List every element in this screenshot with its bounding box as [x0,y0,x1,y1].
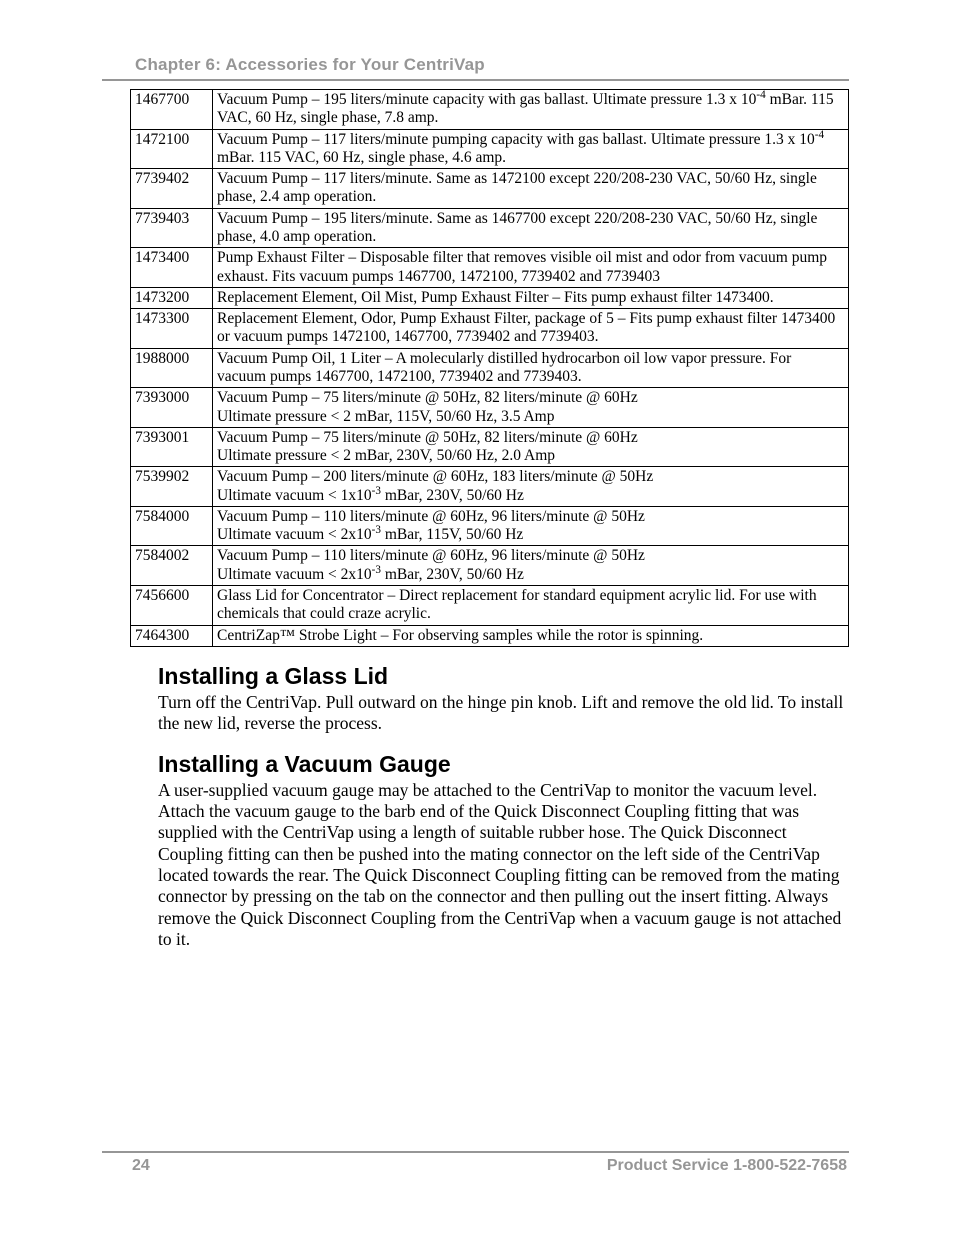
part-description: Vacuum Pump – 110 liters/minute @ 60Hz, … [213,506,849,546]
part-description: Vacuum Pump – 110 liters/minute @ 60Hz, … [213,546,849,586]
part-description: Replacement Element, Oil Mist, Pump Exha… [213,287,849,308]
part-description: Vacuum Pump – 195 liters/minute capacity… [213,90,849,130]
header-rule [102,79,849,81]
section-heading-glass-lid: Installing a Glass Lid [158,663,849,690]
section-heading-vacuum-gauge: Installing a Vacuum Gauge [158,751,849,778]
part-description: Pump Exhaust Filter – Disposable filter … [213,248,849,288]
part-number: 7584000 [131,506,213,546]
table-row: 1473200Replacement Element, Oil Mist, Pu… [131,287,849,308]
table-row: 7584000Vacuum Pump – 110 liters/minute @… [131,506,849,546]
part-number: 7539902 [131,467,213,507]
accessories-table-body: 1467700Vacuum Pump – 195 liters/minute c… [131,90,849,647]
part-number: 7739402 [131,169,213,209]
chapter-header: Chapter 6: Accessories for Your CentriVa… [135,55,849,75]
section-body-glass-lid: Turn off the CentriVap. Pull outward on … [158,692,849,735]
part-number: 1473200 [131,287,213,308]
part-description: Vacuum Pump – 200 liters/minute @ 60Hz, … [213,467,849,507]
table-row: 1467700Vacuum Pump – 195 liters/minute c… [131,90,849,130]
part-description: Vacuum Pump – 117 liters/minute. Same as… [213,169,849,209]
part-number: 7456600 [131,586,213,626]
part-number: 1988000 [131,348,213,388]
part-number: 1472100 [131,129,213,169]
part-number: 7393001 [131,427,213,467]
table-row: 7393000Vacuum Pump – 75 liters/minute @ … [131,388,849,428]
table-row: 1472100Vacuum Pump – 117 liters/minute p… [131,129,849,169]
table-row: 7456600Glass Lid for Concentrator – Dire… [131,586,849,626]
page: Chapter 6: Accessories for Your CentriVa… [0,0,954,1235]
accessories-table: 1467700Vacuum Pump – 195 liters/minute c… [130,89,849,647]
part-number: 1473300 [131,309,213,349]
table-row: 7584002Vacuum Pump – 110 liters/minute @… [131,546,849,586]
part-description: Vacuum Pump – 75 liters/minute @ 50Hz, 8… [213,388,849,428]
table-row: 7539902Vacuum Pump – 200 liters/minute @… [131,467,849,507]
section-body-vacuum-gauge: A user-supplied vacuum gauge may be atta… [158,780,849,951]
table-row: 1473400Pump Exhaust Filter – Disposable … [131,248,849,288]
table-row: 7739402Vacuum Pump – 117 liters/minute. … [131,169,849,209]
part-description: CentriZap™ Strobe Light – For observing … [213,625,849,646]
part-description: Replacement Element, Odor, Pump Exhaust … [213,309,849,349]
table-row: 1988000Vacuum Pump Oil, 1 Liter – A mole… [131,348,849,388]
part-description: Vacuum Pump – 117 liters/minute pumping … [213,129,849,169]
table-row: 1473300Replacement Element, Odor, Pump E… [131,309,849,349]
table-row: 7393001Vacuum Pump – 75 liters/minute @ … [131,427,849,467]
table-row: 7739403Vacuum Pump – 195 liters/minute. … [131,208,849,248]
part-number: 7584002 [131,546,213,586]
page-number: 24 [132,1157,150,1175]
part-description: Vacuum Pump – 195 liters/minute. Same as… [213,208,849,248]
part-description: Vacuum Pump – 75 liters/minute @ 50Hz, 8… [213,427,849,467]
service-phone: Product Service 1-800-522-7658 [607,1157,847,1175]
part-number: 1473400 [131,248,213,288]
part-number: 7739403 [131,208,213,248]
part-description: Glass Lid for Concentrator – Direct repl… [213,586,849,626]
part-number: 7393000 [131,388,213,428]
page-footer: 24 Product Service 1-800-522-7658 [102,1151,849,1175]
footer-row: 24 Product Service 1-800-522-7658 [102,1157,849,1175]
part-number: 7464300 [131,625,213,646]
part-number: 1467700 [131,90,213,130]
table-row: 7464300CentriZap™ Strobe Light – For obs… [131,625,849,646]
footer-rule [102,1151,849,1153]
part-description: Vacuum Pump Oil, 1 Liter – A molecularly… [213,348,849,388]
